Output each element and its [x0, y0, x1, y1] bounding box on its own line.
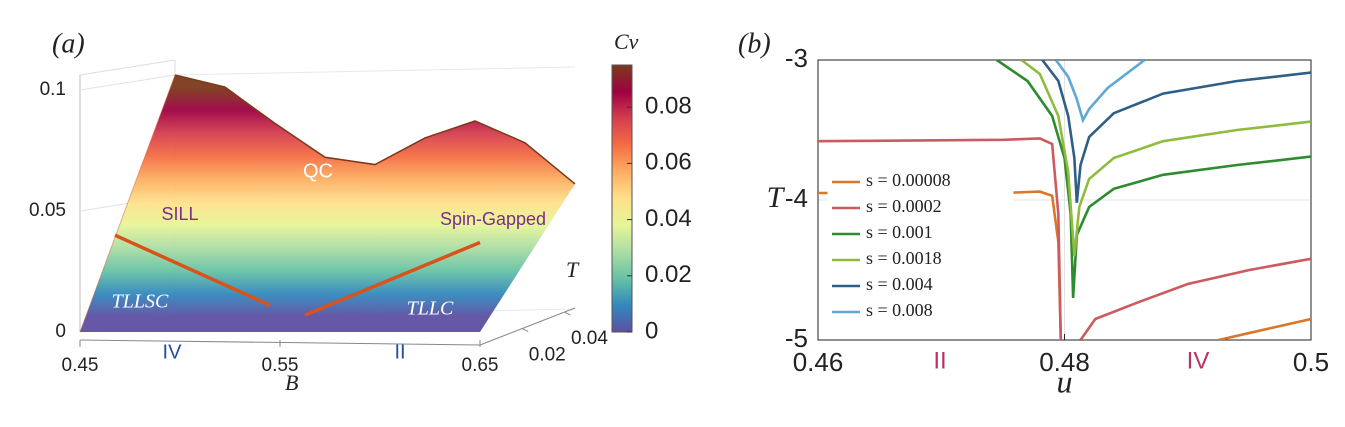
- z-tick-label: 0.05: [29, 200, 66, 221]
- z-tick-label: 0.1: [40, 79, 66, 100]
- y-tick-label: 0.04: [571, 328, 608, 349]
- y-axis: [479, 307, 576, 346]
- series-line: [1020, 60, 1311, 257]
- annotation: II: [394, 341, 405, 363]
- y-tick: [521, 328, 529, 333]
- legend-label: s = 0.0002: [866, 196, 942, 216]
- y-tick-label: 0.02: [529, 345, 566, 366]
- annotation: TLLSC: [112, 291, 169, 313]
- surface-left-edge: [79, 74, 176, 333]
- panel-label: (b): [738, 28, 771, 59]
- series-line: [1041, 60, 1311, 203]
- y-axis-label: T: [566, 257, 580, 282]
- colorbar-label: Cv: [614, 29, 639, 54]
- x-tick-label: 0.48: [1039, 347, 1090, 377]
- colorbar: [611, 64, 633, 333]
- x-axis-label: B: [285, 370, 298, 395]
- legend-label: s = 0.001: [866, 222, 933, 242]
- y-tick-label: -3: [785, 43, 808, 73]
- annotation: TLLC: [407, 298, 454, 320]
- colorbar-tick-label: 0.02: [645, 261, 692, 288]
- legend-label: s = 0.00008: [866, 170, 951, 190]
- crossover-line: [114, 233, 271, 307]
- colorbar-tick-label: 0: [645, 317, 658, 344]
- y-tick: [564, 311, 571, 316]
- z-tick-label: 0: [55, 321, 66, 342]
- crossover-line: [304, 240, 481, 317]
- legend-label: s = 0.004: [866, 274, 933, 294]
- series-line: [818, 137, 1311, 340]
- box-edge: [79, 59, 176, 76]
- annotation: SILL: [161, 204, 198, 224]
- panel-label: (a): [52, 28, 85, 59]
- x-tick-label: 0.46: [793, 347, 844, 377]
- y-tick-label: -4: [785, 183, 808, 213]
- series-line: [995, 60, 1311, 299]
- annotation: II: [933, 347, 946, 374]
- series-line: [1054, 60, 1146, 124]
- y-tick-label: -5: [785, 323, 808, 353]
- grid-line: [174, 66, 576, 76]
- grid-line: [79, 74, 176, 91]
- x-tick-label: 0.65: [462, 355, 499, 376]
- annotation: Spin-Gapped: [440, 209, 546, 229]
- x-axis-label: u: [1057, 363, 1073, 399]
- x-tick-label: 0.5: [1293, 347, 1329, 377]
- legend-label: s = 0.0018: [866, 248, 942, 268]
- y-axis-label: T: [767, 181, 786, 214]
- legend-label: s = 0.008: [866, 300, 933, 320]
- colorbar-tick-label: 0.08: [645, 93, 692, 120]
- legend-box: [827, 164, 1014, 326]
- annotation: IV: [163, 341, 183, 363]
- colorbar-tick-label: 0.04: [645, 205, 692, 232]
- x-tick-label: 0.55: [262, 355, 299, 376]
- colorbar-tick-label: 0.06: [645, 149, 692, 176]
- x-tick-label: 0.45: [62, 355, 99, 376]
- plot-frame: [817, 59, 1312, 341]
- annotation: IV: [1187, 347, 1210, 374]
- annotation: QC: [303, 160, 333, 182]
- surface-fill: [80, 75, 575, 332]
- surface-ridge: [174, 74, 576, 185]
